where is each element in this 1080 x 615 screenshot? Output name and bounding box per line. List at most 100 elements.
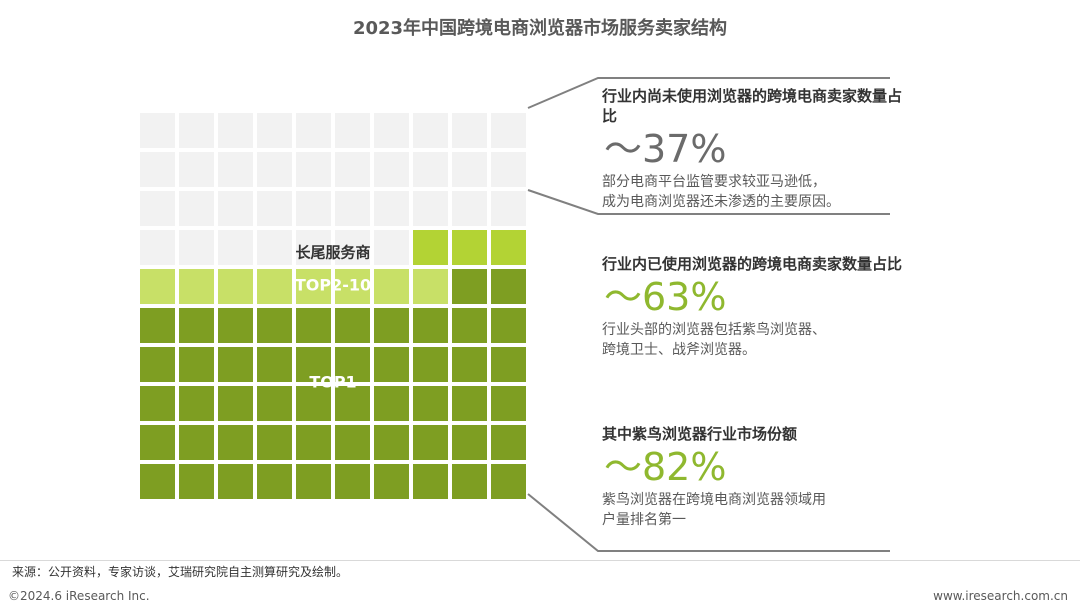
annotation-heading: 行业内尚未使用浏览器的跨境电商卖家数量占比 <box>602 87 903 125</box>
waffle-cell-top1 <box>218 464 253 499</box>
annotation-desc-line: 紫鸟浏览器在跨境电商浏览器领域用 <box>602 492 826 508</box>
annotation-ziniao-share: 其中紫鸟浏览器行业市场份额 ～82% 紫鸟浏览器在跨境电商浏览器领域用 户量排名… <box>602 424 902 530</box>
waffle-cell-top2-10 <box>335 269 370 304</box>
waffle-cell-segment <box>257 230 292 265</box>
waffle-cell-segment <box>218 191 253 226</box>
waffle-cell-segment <box>374 230 409 265</box>
waffle-cell-top1 <box>413 347 448 382</box>
waffle-cell-top1 <box>374 308 409 343</box>
waffle-cell-segment <box>179 152 214 187</box>
waffle-cell-top1 <box>413 464 448 499</box>
waffle-cell-top1 <box>452 308 487 343</box>
waffle-cell-segment <box>257 152 292 187</box>
waffle-cell-segment <box>140 152 175 187</box>
waffle-cell-segment <box>218 113 253 148</box>
label-top2-10: TOP2-10 <box>294 275 372 295</box>
waffle-cell-top1 <box>179 425 214 460</box>
waffle-cell-top1 <box>374 464 409 499</box>
annotation-heading: 行业内已使用浏览器的跨境电商卖家数量占比 <box>602 255 903 273</box>
annotation-unused: 行业内尚未使用浏览器的跨境电商卖家数量占比 ～37% 部分电商平台监管要求较亚马… <box>602 86 902 212</box>
annotation-heading: 其中紫鸟浏览器行业市场份额 <box>602 425 798 443</box>
waffle-cell-segment <box>452 230 487 265</box>
waffle-cell-segment <box>296 152 331 187</box>
annotation-desc-line: 跨境卫士、战斧浏览器。 <box>602 342 756 358</box>
waffle-cell-segment <box>452 113 487 148</box>
waffle-cell-top1 <box>491 425 526 460</box>
waffle-cell-top1 <box>179 386 214 421</box>
waffle-cell-top1 <box>296 347 331 382</box>
waffle-cell-top1 <box>296 464 331 499</box>
waffle-cell-top1 <box>140 425 175 460</box>
waffle-cell-segment <box>491 152 526 187</box>
waffle-cell-top2-10 <box>296 269 331 304</box>
waffle-cell-top1 <box>257 308 292 343</box>
waffle-cell-top2-10 <box>374 269 409 304</box>
bracket-middle <box>527 189 890 215</box>
waffle-cell-top1 <box>374 347 409 382</box>
waffle-cell-top1 <box>257 347 292 382</box>
waffle-cell-top1 <box>218 308 253 343</box>
waffle-cell-segment <box>335 191 370 226</box>
waffle-svg <box>140 113 526 499</box>
waffle-cell-segment <box>218 230 253 265</box>
waffle-cell-top1 <box>335 464 370 499</box>
waffle-cell-top1 <box>335 386 370 421</box>
waffle-cell-top1 <box>413 425 448 460</box>
waffle-cell-top1 <box>335 308 370 343</box>
waffle-cell-top1 <box>491 386 526 421</box>
waffle-cell-top2-10 <box>179 269 214 304</box>
waffle-cell-top1 <box>257 464 292 499</box>
annotation-desc-line: 户量排名第一 <box>602 512 686 528</box>
waffle-cell-segment <box>140 191 175 226</box>
waffle-cell-segment <box>218 152 253 187</box>
bracket-top <box>527 77 890 109</box>
waffle-cell-top1 <box>335 425 370 460</box>
waffle-cell-segment <box>413 230 448 265</box>
waffle-cell-top1 <box>491 464 526 499</box>
annotation-used: 行业内已使用浏览器的跨境电商卖家数量占比 ～63% 行业头部的浏览器包括紫鸟浏览… <box>602 254 902 360</box>
waffle-cell-top1 <box>452 347 487 382</box>
waffle-cell-segment <box>374 113 409 148</box>
waffle-cell-top1 <box>179 308 214 343</box>
annotation-value: ～82% <box>604 445 727 489</box>
waffle-cell-segment <box>140 113 175 148</box>
waffle-cell-segment <box>452 152 487 187</box>
copyright: ©2024.6 iResearch Inc. <box>8 589 150 603</box>
waffle-cell-top1 <box>140 308 175 343</box>
waffle-cell-top1 <box>179 347 214 382</box>
waffle-cell-top1 <box>413 386 448 421</box>
waffle-cell-top1 <box>296 308 331 343</box>
waffle-cell-top1 <box>140 464 175 499</box>
waffle-cell-top1 <box>257 386 292 421</box>
waffle-cell-top1 <box>452 425 487 460</box>
waffle-grid <box>140 113 526 499</box>
waffle-cell-segment <box>257 191 292 226</box>
annotation-desc-line: 行业头部的浏览器包括紫鸟浏览器、 <box>602 322 826 338</box>
waffle-cell-top1 <box>452 269 487 304</box>
footer-divider <box>0 560 1080 561</box>
waffle-cell-top2-10 <box>218 269 253 304</box>
annotation-desc-line: 成为电商浏览器还未渗透的主要原因。 <box>602 194 840 210</box>
waffle-cell-segment <box>179 113 214 148</box>
waffle-cell-top1 <box>140 386 175 421</box>
annotation-value: ～63% <box>604 275 727 319</box>
waffle-cell-top1 <box>452 386 487 421</box>
waffle-cell-segment <box>179 230 214 265</box>
waffle-cell-segment <box>413 191 448 226</box>
waffle-cell-top1 <box>257 425 292 460</box>
waffle-cell-segment <box>296 230 331 265</box>
waffle-cell-segment <box>413 113 448 148</box>
waffle-cell-top1 <box>491 308 526 343</box>
waffle-cell-top2-10 <box>140 269 175 304</box>
waffle-cell-top1 <box>218 425 253 460</box>
website-link[interactable]: www.iresearch.com.cn <box>933 589 1068 603</box>
waffle-cell-top1 <box>335 347 370 382</box>
waffle-cell-top1 <box>179 464 214 499</box>
waffle-cell-segment <box>179 191 214 226</box>
waffle-cell-segment <box>296 113 331 148</box>
waffle-cell-top1 <box>374 386 409 421</box>
waffle-cell-segment <box>335 152 370 187</box>
waffle-cell-top2-10 <box>257 269 292 304</box>
waffle-cell-segment <box>335 230 370 265</box>
